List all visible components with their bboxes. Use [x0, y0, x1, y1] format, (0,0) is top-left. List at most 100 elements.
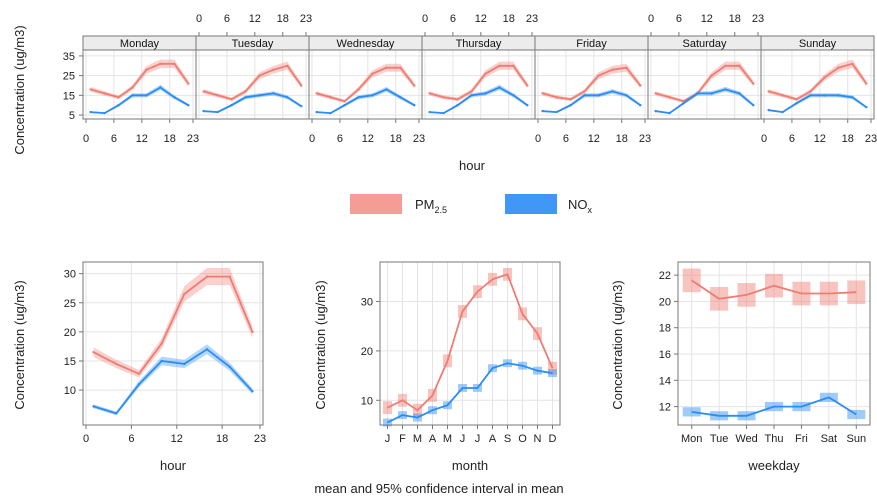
pm25-line [90, 62, 190, 99]
x-tick-label: 6 [128, 433, 134, 445]
x-tick-label: 6 [111, 133, 117, 145]
facet-label: Tuesday [232, 38, 274, 50]
pm25-point [385, 66, 388, 69]
facet-sunday: Sunday 0 6 12 18 23 [760, 35, 877, 145]
x-tick-label: 0 [309, 133, 315, 145]
pm25-point [428, 92, 431, 95]
pm25-point [300, 84, 303, 87]
pm25-point [837, 66, 840, 69]
nox-line [655, 88, 754, 115]
x-tick-label: 0 [761, 133, 767, 145]
pm25-point [216, 94, 219, 97]
pm25-point [357, 88, 360, 91]
x-tick-label: 23 [254, 433, 266, 445]
pm25-point [625, 66, 628, 69]
nox-point [103, 111, 106, 115]
pm25-line [768, 62, 868, 101]
x-tick-label: 0 [422, 13, 428, 25]
x-tick-label: S [504, 433, 511, 445]
y-tick-label: 5 [69, 110, 75, 122]
nox-ci-box [383, 418, 392, 427]
pm25-point [160, 342, 163, 345]
facet-label: Monday [120, 38, 160, 50]
y-tick-label: 16 [659, 349, 671, 361]
x-tick-label: 6 [789, 133, 795, 145]
nox-point [115, 412, 118, 415]
x-tick-label: 0 [83, 133, 89, 145]
nox-point [315, 110, 318, 114]
nox-point [569, 104, 572, 107]
facet-friday: Friday 0 6 12 18 23 [534, 35, 651, 145]
nox-point [639, 104, 642, 107]
y-tick-label: 20 [361, 346, 373, 358]
nox-point [710, 92, 713, 95]
legend-label-pm25: PM2.5 [415, 197, 447, 215]
facet-label: Sunday [799, 38, 837, 50]
pm25-point [470, 90, 473, 93]
x-tick-label: 12 [475, 13, 487, 25]
nox-point [428, 110, 431, 114]
pm25-ci-box [383, 401, 392, 415]
nox-point [258, 94, 261, 97]
facet-label: Saturday [682, 38, 727, 50]
pm25-point [159, 62, 162, 65]
pm25-point [738, 64, 741, 67]
x-tick-label: 6 [337, 133, 343, 145]
x-tick-label: 18 [277, 13, 289, 25]
nox-point [399, 96, 402, 99]
pm25-line [93, 275, 254, 375]
legend-nox-main: NO [568, 197, 588, 212]
pm25-point [442, 96, 445, 99]
nox-point [89, 110, 92, 114]
nox-point [216, 110, 219, 114]
pm25-point [371, 72, 374, 75]
x-tick-label: 23 [526, 13, 538, 25]
nox-point [456, 104, 459, 107]
x-tick-label: Wed [735, 433, 757, 445]
x-tick-label: 6 [676, 13, 682, 25]
nox-point [92, 405, 95, 408]
x-tick-label: 23 [639, 133, 651, 145]
pm25-point [258, 74, 261, 77]
nox-point [385, 88, 388, 91]
y-tick-label: 30 [64, 269, 76, 281]
pm25-point [654, 92, 657, 95]
facet-frame [760, 49, 875, 120]
pm25-line [387, 273, 554, 412]
nox-point [625, 94, 628, 97]
pm25-ci-band [768, 59, 867, 102]
nox-point [228, 365, 231, 368]
x-tick-label: A [429, 433, 437, 445]
pm25-point [244, 90, 247, 93]
pm25-line [691, 279, 857, 300]
nox-point [668, 111, 671, 115]
nox-point [541, 109, 544, 113]
x-tick-label: 12 [171, 433, 183, 445]
legend-nox-sub: x [588, 205, 593, 215]
pm25-point [781, 94, 784, 97]
x-tick-label: Thu [765, 433, 784, 445]
nox-point [498, 86, 501, 89]
pm25-point [205, 275, 209, 278]
x-tick-label: 12 [136, 133, 148, 145]
nox-line [768, 94, 867, 114]
x-tick-label: 0 [648, 13, 654, 25]
x-tick-label: A [489, 433, 497, 445]
nox-ci-box [548, 369, 557, 378]
pm25-point [597, 74, 600, 77]
nox-point [442, 111, 445, 115]
pm25-line [655, 64, 755, 103]
pm25-point [89, 88, 92, 91]
x-tick-label: 18 [216, 433, 228, 445]
nox-line [316, 88, 415, 115]
nox-point [202, 109, 205, 113]
pm25-point [145, 68, 148, 71]
pm25-point [251, 330, 254, 334]
nox-point [470, 94, 473, 97]
nox-point [286, 96, 289, 99]
x-tick-label: 18 [164, 133, 176, 145]
x-tick-label: 6 [563, 133, 569, 145]
nox-point [117, 104, 120, 107]
x-tick-label: 23 [187, 133, 199, 145]
